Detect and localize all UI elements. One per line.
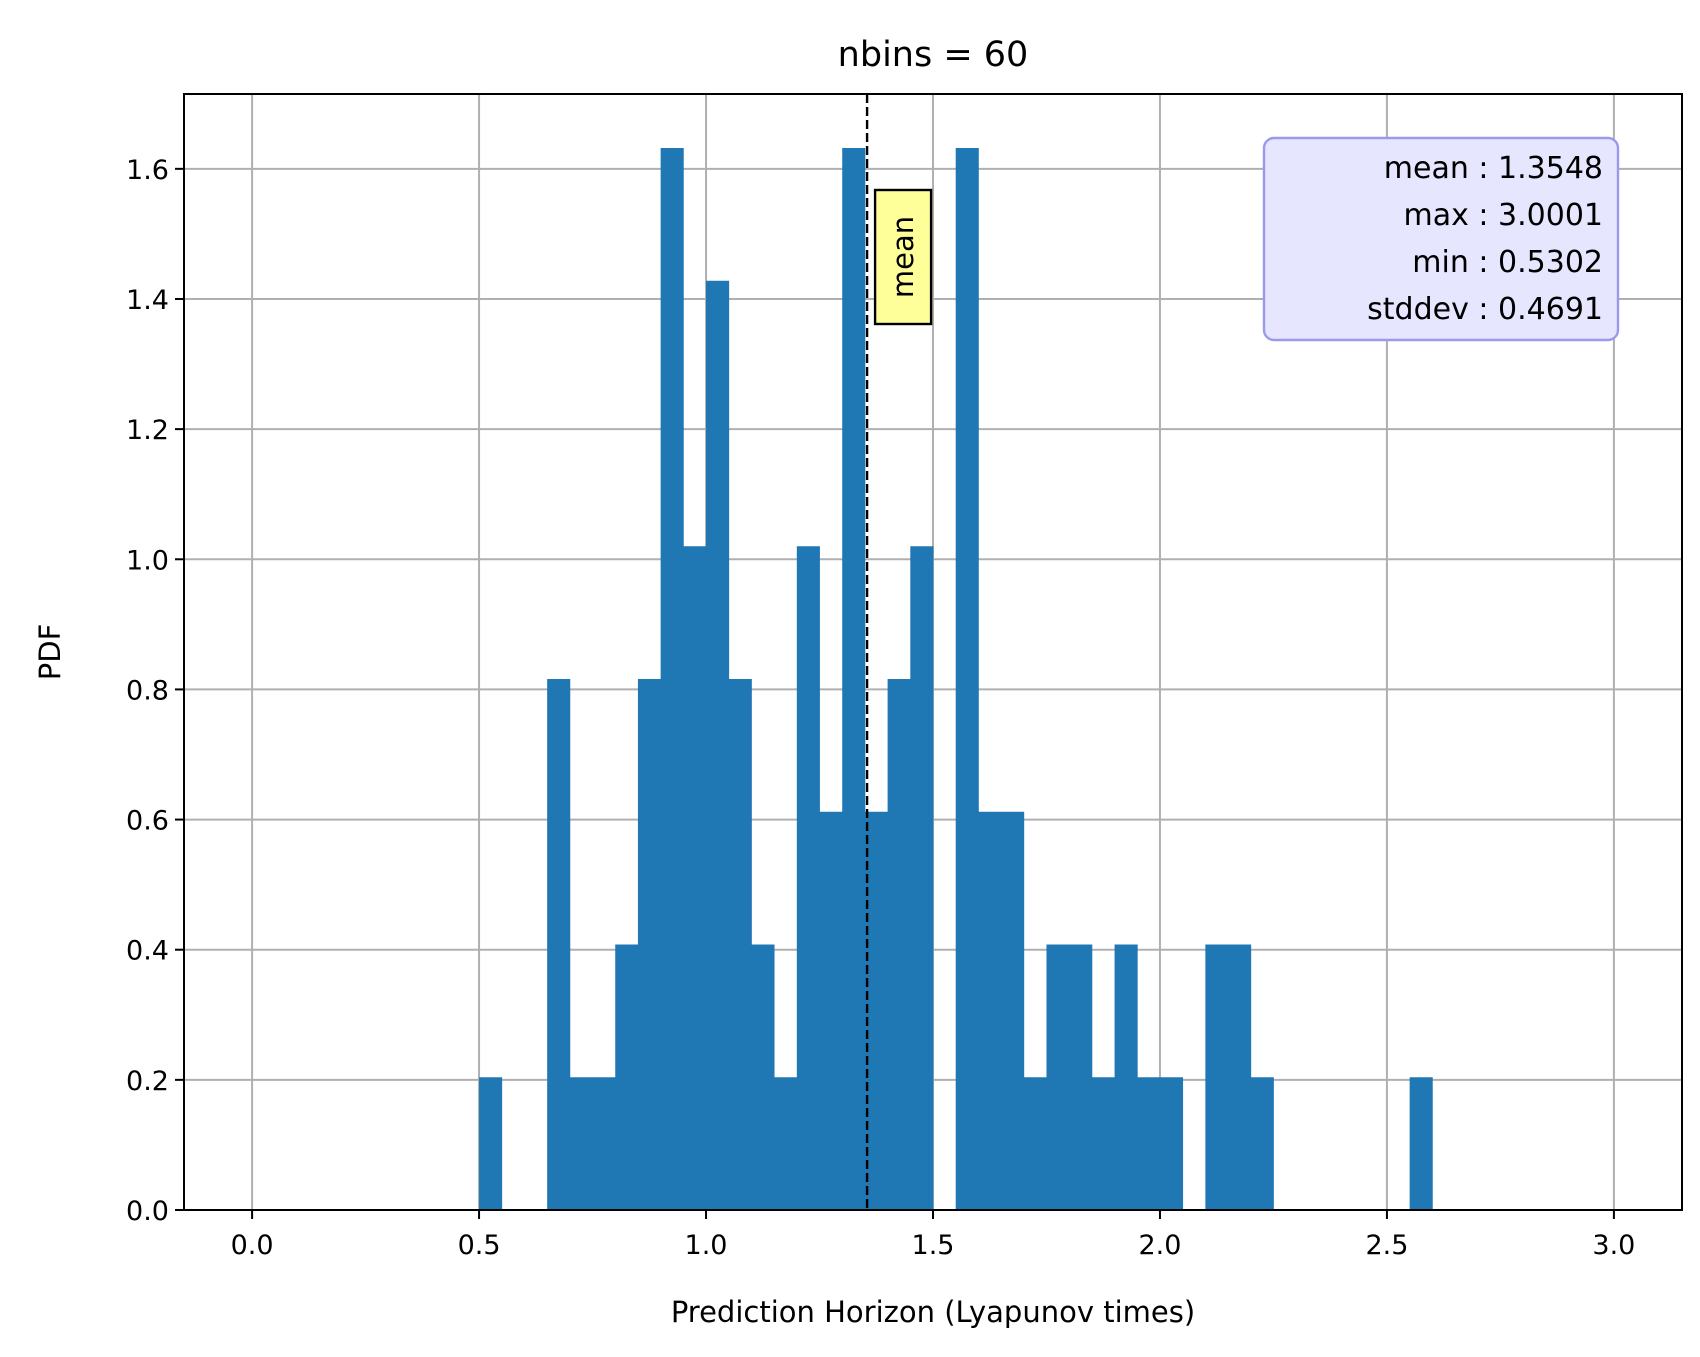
- histogram-bar: [910, 546, 934, 1210]
- histogram-bar: [569, 1077, 593, 1210]
- x-axis-label: Prediction Horizon (Lyapunov times): [671, 1295, 1195, 1329]
- histogram-bar: [706, 280, 730, 1211]
- histogram-bar: [842, 148, 866, 1210]
- histogram-bar: [978, 811, 1002, 1210]
- histogram-bar: [1114, 944, 1138, 1210]
- histogram-bar: [774, 1077, 798, 1210]
- chart-title: nbins = 60: [838, 35, 1029, 75]
- y-tick-label: 0.2: [126, 1066, 169, 1097]
- x-tick-label: 2.0: [1138, 1230, 1181, 1261]
- histogram-bars: [479, 148, 1433, 1211]
- histogram-bar: [479, 1077, 503, 1210]
- y-tick-label: 0.6: [126, 806, 169, 837]
- histogram-bar: [637, 679, 662, 1210]
- histogram-bar: [751, 944, 775, 1210]
- stats-stddev: stddev : 0.4691: [1367, 292, 1603, 327]
- x-tick-label: 2.5: [1365, 1230, 1408, 1261]
- histogram-bar: [1091, 1077, 1115, 1210]
- histogram-bar: [955, 148, 979, 1210]
- x-axis-ticks: 0.0 0.5 1.0 1.5 2.0 2.5 3.0: [231, 1210, 1635, 1261]
- y-tick-label: 0.0: [126, 1196, 169, 1227]
- histogram-bar: [1205, 944, 1229, 1210]
- histogram-bar: [1159, 1077, 1184, 1210]
- y-tick-label: 1.2: [126, 415, 169, 446]
- histogram-bar: [1409, 1077, 1433, 1210]
- histogram-bar: [1069, 944, 1093, 1210]
- histogram-bar: [660, 148, 684, 1210]
- y-tick-label: 0.4: [126, 936, 169, 967]
- y-tick-label: 0.8: [126, 675, 169, 706]
- mean-label: mean: [873, 188, 933, 326]
- stats-mean: mean : 1.3548: [1384, 151, 1603, 186]
- histogram-bar: [819, 811, 843, 1210]
- histogram-bar: [1023, 1077, 1047, 1210]
- x-tick-label: 0.5: [458, 1230, 501, 1261]
- mean-label-text: mean: [886, 216, 920, 298]
- stats-box-background: [1262, 136, 1620, 342]
- histogram-bar: [1046, 944, 1070, 1210]
- histogram-bar: [1137, 1077, 1161, 1210]
- x-tick-label: 1.5: [912, 1230, 955, 1261]
- histogram-bar: [592, 1077, 616, 1210]
- histogram-bar: [615, 944, 639, 1210]
- y-axis-label: PDF: [33, 624, 67, 681]
- y-tick-label: 1.0: [126, 545, 169, 576]
- stats-min: min : 0.5302: [1412, 245, 1603, 280]
- histogram-bar: [1228, 944, 1252, 1210]
- stats-box: mean : 1.3548 max : 3.0001 min : 0.5302 …: [1262, 136, 1620, 342]
- x-tick-label: 1.0: [685, 1230, 728, 1261]
- histogram-bar: [887, 679, 911, 1210]
- stats-max: max : 3.0001: [1403, 198, 1603, 233]
- y-tick-label: 1.6: [126, 155, 169, 186]
- histogram-bar: [864, 811, 889, 1210]
- histogram-bar: [728, 679, 752, 1210]
- histogram-bar: [547, 679, 571, 1210]
- histogram-bar: [683, 546, 707, 1210]
- y-tick-label: 1.4: [126, 285, 169, 316]
- x-tick-label: 0.0: [231, 1230, 274, 1261]
- histogram-bar: [796, 546, 820, 1210]
- histogram-bar: [1250, 1077, 1274, 1210]
- x-tick-label: 3.0: [1592, 1230, 1635, 1261]
- y-axis-ticks: 0.0 0.2 0.4 0.6 0.8 1.0 1.2 1.4 1.6: [126, 155, 184, 1227]
- histogram-bar: [1001, 811, 1025, 1210]
- mean-label-box: [873, 188, 933, 326]
